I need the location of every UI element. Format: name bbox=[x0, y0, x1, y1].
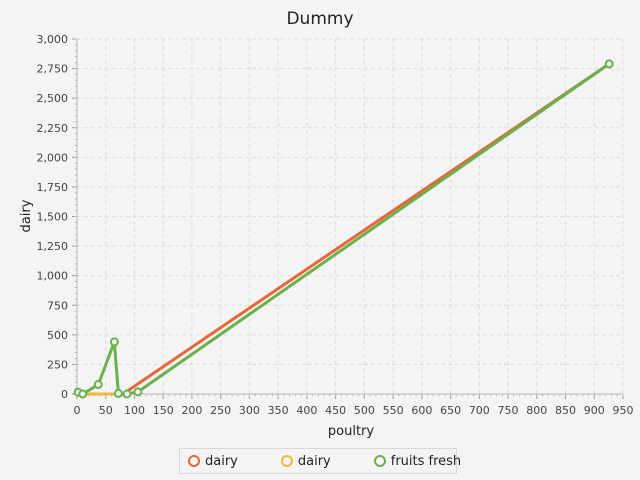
y-tick-label: 3,000 bbox=[37, 33, 69, 46]
legend-item-fruits-fresh[interactable]: fruits fresh bbox=[373, 453, 462, 469]
x-tick-label: 900 bbox=[584, 404, 605, 417]
x-tick-label: 600 bbox=[411, 404, 432, 417]
x-tick-label: 100 bbox=[124, 404, 145, 417]
x-tick-label: 950 bbox=[613, 404, 634, 417]
x-tick-label: 300 bbox=[239, 404, 260, 417]
x-tick-label: 200 bbox=[181, 404, 202, 417]
legend-marker-icon bbox=[188, 455, 200, 467]
y-tick-label: 0 bbox=[61, 388, 68, 401]
y-tick-label: 1,250 bbox=[37, 240, 69, 253]
x-tick-label: 450 bbox=[325, 404, 346, 417]
series-layer bbox=[73, 59, 614, 399]
data-point bbox=[113, 388, 123, 398]
chart-title: Dummy bbox=[286, 9, 353, 29]
x-tick-label: 650 bbox=[440, 404, 461, 417]
y-tick-label: 250 bbox=[47, 358, 68, 371]
data-point bbox=[133, 387, 143, 397]
x-tick-label: 550 bbox=[383, 404, 404, 417]
y-tick-label: 2,250 bbox=[37, 122, 69, 135]
x-tick-label: 0 bbox=[74, 404, 81, 417]
legend-marker-icon bbox=[280, 455, 293, 467]
y-axis-title: dairy bbox=[19, 199, 34, 232]
data-point bbox=[122, 389, 132, 399]
x-tick-label: 350 bbox=[268, 404, 289, 417]
x-tick-label: 50 bbox=[99, 404, 113, 417]
legend-item-dairy-2[interactable]: dairy bbox=[280, 453, 331, 469]
x-tick-label: 150 bbox=[153, 404, 174, 417]
x-tick-label: 800 bbox=[526, 404, 547, 417]
y-tick-label: 2,500 bbox=[37, 92, 69, 105]
data-point bbox=[93, 380, 103, 390]
axes: 0 50 100 150 200 250 300 350 400 450 500 550 600 650 7… bbox=[37, 33, 634, 417]
x-tick-label: 750 bbox=[498, 404, 519, 417]
y-tick-label: 1,500 bbox=[37, 211, 69, 224]
y-tick-label: 1,000 bbox=[37, 270, 69, 283]
legend: dairy dairy fruits fresh bbox=[179, 448, 461, 474]
grid bbox=[76, 38, 624, 395]
x-tick-label: 500 bbox=[354, 404, 375, 417]
y-tick-label: 2,000 bbox=[37, 151, 69, 164]
x-tick-label: 400 bbox=[296, 404, 317, 417]
data-point bbox=[109, 337, 119, 347]
legend-label: dairy bbox=[205, 453, 238, 469]
legend-item-dairy-1[interactable]: dairy bbox=[188, 454, 238, 469]
data-point bbox=[78, 389, 88, 399]
data-point bbox=[604, 59, 614, 69]
legend-marker-icon bbox=[373, 455, 386, 467]
y-tick-label: 750 bbox=[47, 299, 68, 312]
x-tick-label: 850 bbox=[555, 404, 576, 417]
y-tick-label: 500 bbox=[47, 329, 68, 342]
x-tick-label: 250 bbox=[210, 404, 231, 417]
y-tick-label: 2,750 bbox=[37, 63, 69, 76]
legend-label: dairy bbox=[297, 453, 331, 469]
y-tick-label: 1,750 bbox=[37, 181, 69, 194]
x-axis-title: poultry bbox=[328, 424, 374, 439]
x-tick-label: 700 bbox=[469, 404, 490, 417]
legend-label: fruits fresh bbox=[390, 453, 462, 469]
